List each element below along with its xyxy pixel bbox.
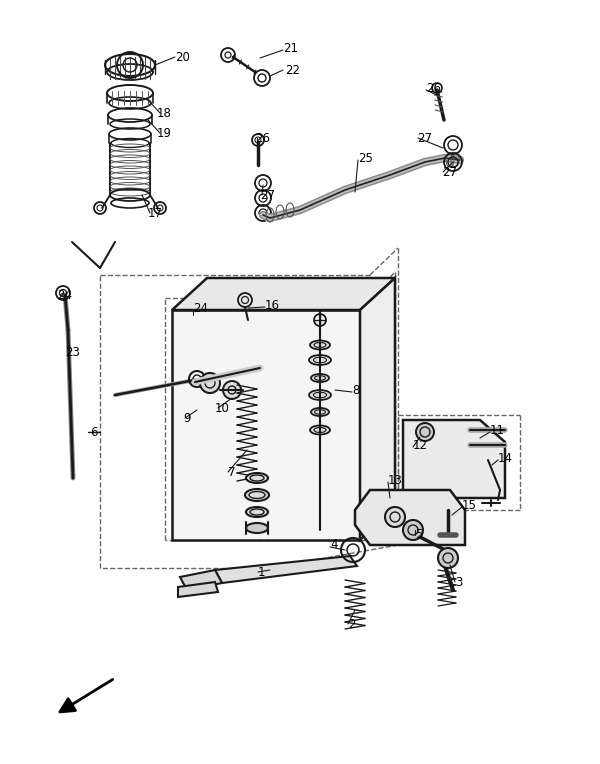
Text: 15: 15: [462, 498, 477, 512]
Text: 13: 13: [388, 474, 403, 487]
Polygon shape: [360, 278, 395, 540]
Ellipse shape: [310, 341, 330, 349]
Text: 11: 11: [490, 423, 505, 436]
Text: 7: 7: [228, 465, 235, 478]
Text: 20: 20: [175, 50, 190, 63]
Text: 14: 14: [498, 452, 513, 465]
Text: 3: 3: [455, 575, 463, 588]
Text: 8: 8: [352, 384, 359, 397]
Text: 2: 2: [348, 617, 355, 630]
Polygon shape: [180, 570, 222, 590]
Circle shape: [438, 548, 458, 568]
Circle shape: [385, 507, 405, 527]
Ellipse shape: [311, 374, 329, 382]
Text: 5: 5: [415, 529, 422, 542]
Text: 4: 4: [330, 539, 337, 552]
Text: 16: 16: [265, 299, 280, 312]
Circle shape: [403, 520, 423, 540]
Text: 27: 27: [417, 131, 432, 144]
Text: 24: 24: [57, 289, 72, 302]
Circle shape: [416, 423, 434, 441]
Text: 6: 6: [90, 426, 98, 439]
Text: 17: 17: [148, 206, 163, 219]
Text: 21: 21: [283, 41, 298, 54]
Circle shape: [223, 381, 241, 399]
Text: 10: 10: [215, 402, 230, 415]
Polygon shape: [172, 310, 360, 540]
Ellipse shape: [311, 408, 329, 416]
Polygon shape: [403, 420, 505, 498]
Ellipse shape: [245, 489, 269, 501]
Ellipse shape: [246, 523, 268, 533]
Ellipse shape: [310, 426, 330, 435]
Text: 1: 1: [258, 565, 265, 578]
Ellipse shape: [309, 390, 331, 400]
Text: 25: 25: [358, 151, 373, 164]
Text: 27: 27: [260, 189, 275, 202]
Ellipse shape: [309, 355, 331, 365]
Text: 24: 24: [193, 302, 208, 315]
Ellipse shape: [246, 507, 268, 517]
Circle shape: [200, 373, 220, 393]
Ellipse shape: [246, 473, 268, 483]
Polygon shape: [178, 582, 218, 597]
Text: DamperSu­plex: DamperSu­plex: [253, 366, 356, 424]
Text: 12: 12: [413, 439, 428, 452]
Text: 9: 9: [183, 412, 191, 425]
Text: 18: 18: [157, 106, 172, 119]
Polygon shape: [172, 278, 395, 310]
Text: 26: 26: [426, 82, 441, 95]
Text: 26: 26: [255, 131, 270, 144]
Text: 22: 22: [285, 63, 300, 76]
Text: 27: 27: [442, 166, 457, 179]
Text: 19: 19: [157, 127, 172, 140]
Polygon shape: [215, 556, 357, 583]
Polygon shape: [355, 490, 465, 545]
Text: 23: 23: [65, 345, 80, 358]
